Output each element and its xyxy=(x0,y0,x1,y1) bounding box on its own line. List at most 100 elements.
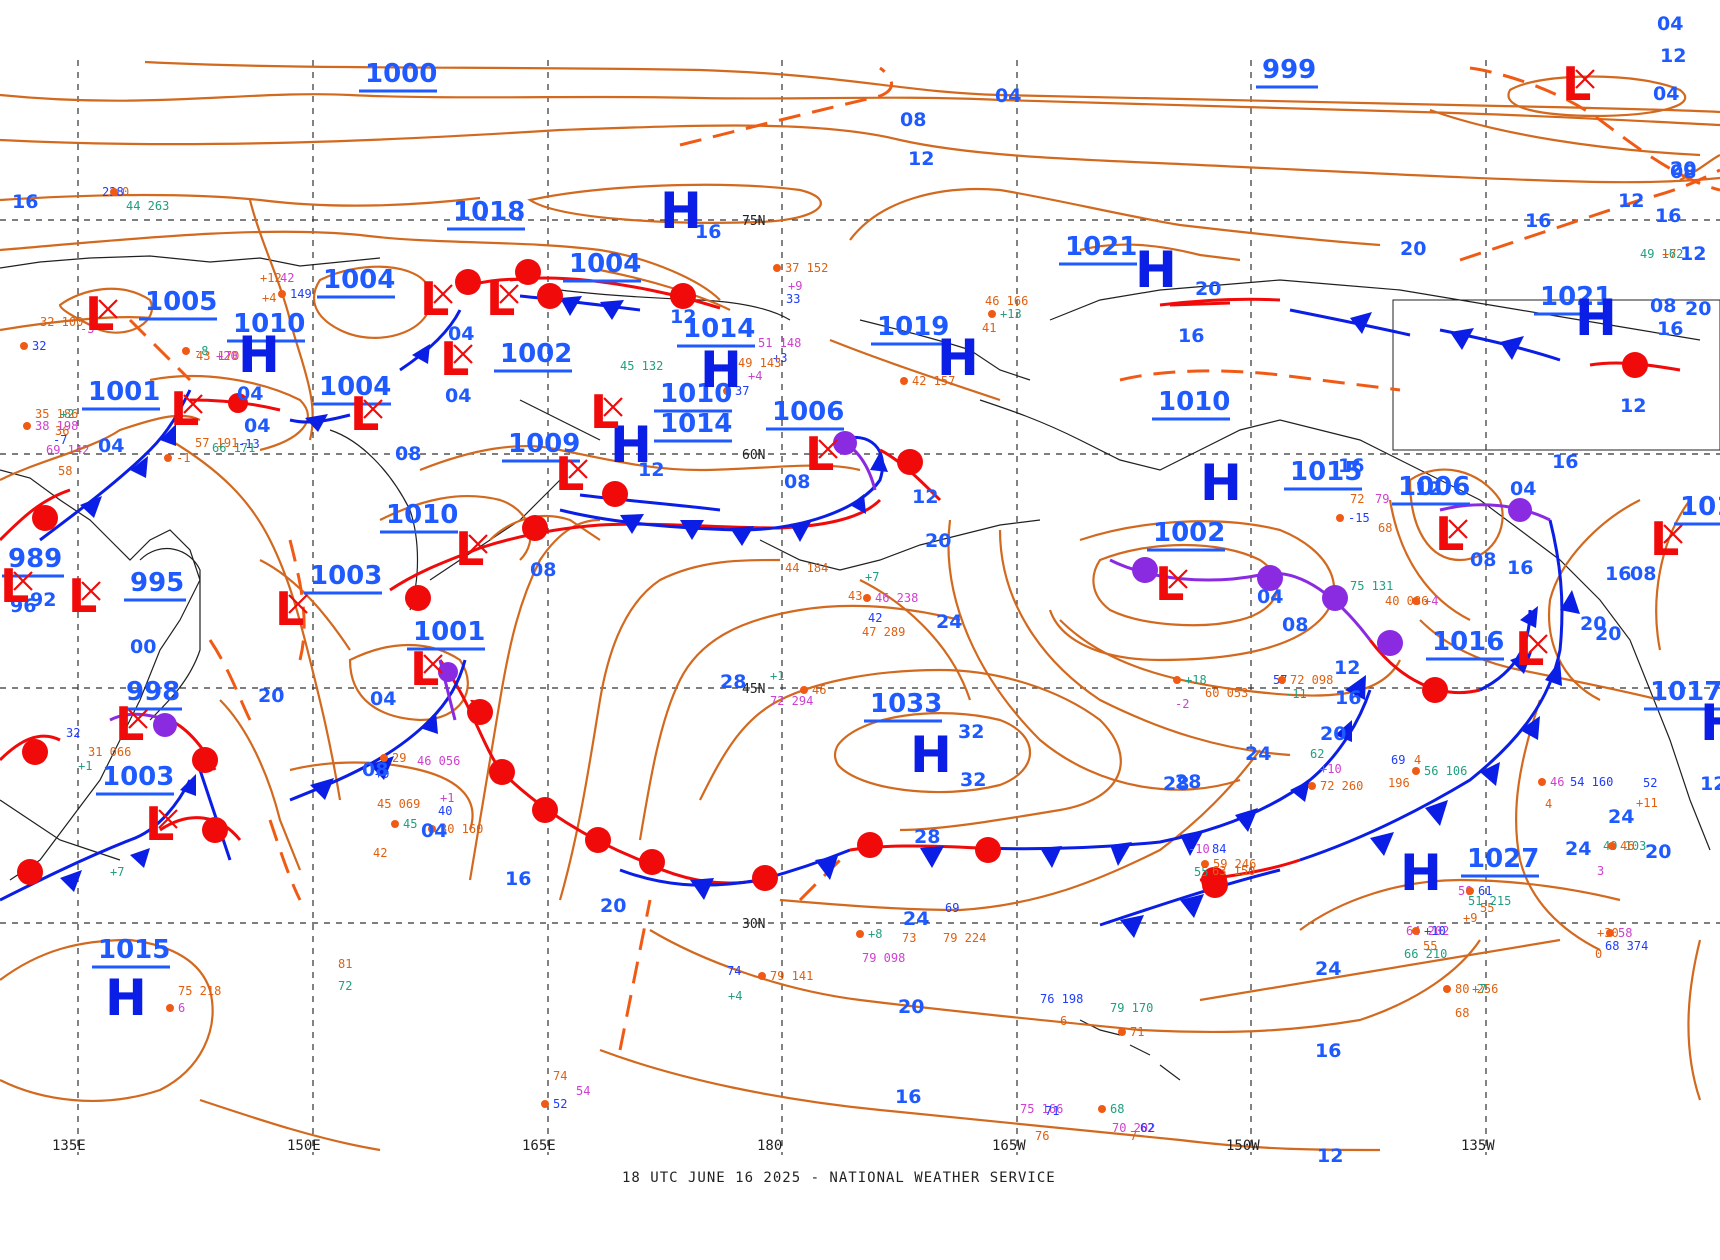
station-plot-value: 69 xyxy=(1391,753,1405,767)
station-plot-value: 79 xyxy=(1375,492,1389,506)
station-dot xyxy=(278,290,286,298)
high-pressure-symbol: H xyxy=(910,726,952,784)
pressure-label-c1015c: 101 xyxy=(1680,492,1720,522)
station-plot-value: 46 056 xyxy=(417,754,460,768)
isobar-value-i37: 16 xyxy=(505,868,531,890)
station-plot-value: 66 171 xyxy=(212,441,255,455)
isobar-value-i66: 04 xyxy=(370,688,396,710)
isobar-value-i69: 24 xyxy=(1565,838,1591,860)
isobar-value-i57: 04 xyxy=(1510,478,1536,500)
station-plot-value: 30 160 xyxy=(440,822,483,836)
station-plot-value: 47 289 xyxy=(862,625,905,639)
station-plot-value: +1 xyxy=(440,791,454,805)
station-dot xyxy=(1278,676,1286,684)
isobar-value-i61: 20 xyxy=(258,685,284,707)
station-plot-value: 46 166 xyxy=(985,294,1028,308)
station-plot-value: +9 xyxy=(375,767,389,781)
station-plot-value: 44 263 xyxy=(126,199,169,213)
pressure-label-c1003a: 1003 xyxy=(310,561,382,591)
lon-label-150w: 150W xyxy=(1226,1138,1260,1154)
low-center-x xyxy=(603,397,623,417)
isobar-value-i67: 08 xyxy=(362,759,388,781)
isobars xyxy=(0,60,1720,1152)
low-pressure-symbol: L xyxy=(275,582,304,636)
station-plot-value: 58 xyxy=(1618,926,1632,940)
low-center-x xyxy=(288,594,308,614)
pressure-label-c1014b: 1014 xyxy=(660,409,732,439)
isobar-value-i68: 04 xyxy=(421,820,447,842)
station-plot-value: -1 xyxy=(176,451,190,465)
pressure-label-c1021b: 1021 xyxy=(1540,282,1612,312)
station-plot-value: +7 xyxy=(865,570,879,584)
station-plot-value: 6 xyxy=(1060,1014,1067,1028)
isobar-value-i15: 04 xyxy=(237,383,263,405)
station-plot-value: +4 xyxy=(1424,594,1438,608)
station-dot xyxy=(20,342,28,350)
low-pressure-symbol: L xyxy=(555,447,584,501)
station-plot-value: 58 xyxy=(58,464,72,478)
station-plot-value: +2 xyxy=(60,407,74,421)
pressure-label-c1016: 1016 xyxy=(1432,627,1504,657)
station-plot-value: 74 xyxy=(553,1069,567,1083)
isobar-value-i35: 24 xyxy=(903,908,929,930)
isobar-value-i36: 20 xyxy=(600,895,626,917)
station-plot-value: 73 xyxy=(902,931,916,945)
station-plot-value: 38 198 xyxy=(35,419,78,433)
station-plot-value: +20 xyxy=(216,349,238,363)
pressure-label-c1004a: 1004 xyxy=(323,265,395,295)
isobar-value-i16: 04 xyxy=(244,415,270,437)
pressure-label-c1005: 1005 xyxy=(145,287,217,317)
station-plot-value: +11 xyxy=(1636,796,1658,810)
station-plot-value: 49 143 xyxy=(738,356,781,370)
station-plot-value: 79 170 xyxy=(1110,1001,1153,1015)
station-plot-value: 75 131 xyxy=(1350,579,1393,593)
lon-label-180: 180 xyxy=(757,1138,782,1154)
lon-label-150e: 150E xyxy=(287,1138,321,1154)
low-center-x xyxy=(468,534,488,554)
pressure-label-c1014a: 1014 xyxy=(683,314,755,344)
lon-label-165e: 165E xyxy=(522,1138,556,1154)
low-center-x xyxy=(81,581,101,601)
station-plot-value: 42 xyxy=(868,611,882,625)
pressure-label-c1006b: 1006 xyxy=(1398,472,1470,502)
station-plot-value: 68 374 xyxy=(1605,939,1648,953)
station-plot-value: 7 xyxy=(1130,1129,1137,1143)
station-plot-value: 72 098 xyxy=(1290,673,1333,687)
pressure-label-c1002b: 1002 xyxy=(1153,518,1225,548)
pressure-label-c998: 998 xyxy=(126,677,180,707)
pressure-label-c1006a: 1006 xyxy=(772,397,844,427)
isobar-value-i63: 00 xyxy=(130,636,156,658)
low-center-x xyxy=(818,439,838,459)
isobar-value-i52: 12 xyxy=(1660,45,1686,67)
station-plot-value: +18 xyxy=(1185,673,1207,687)
isobar-value-i41: 16 xyxy=(1335,687,1361,709)
isobar-value-i56: 12 xyxy=(1680,243,1706,265)
station-plot-value: 45 132 xyxy=(620,359,663,373)
station-plot-value: +7 xyxy=(1472,982,1486,996)
low-center-x xyxy=(363,399,383,419)
station-dot xyxy=(1443,985,1451,993)
isobar-value-i28: 20 xyxy=(925,530,951,552)
station-plot-value: 72 294 xyxy=(770,694,813,708)
station-plot-value: 6 xyxy=(178,1001,185,1015)
isobar-value-i60: 16 xyxy=(1657,318,1683,340)
station-plot-value: 51 215 xyxy=(1468,894,1511,908)
station-plot-value: 69 142 xyxy=(46,443,89,457)
lon-label-165w: 165W xyxy=(992,1138,1026,1154)
high-pressure-symbol: H xyxy=(610,416,652,474)
isobar-value-i59: 12 xyxy=(1700,773,1720,795)
lat-label-60n: 60N xyxy=(742,448,765,463)
pressure-label-c1033: 1033 xyxy=(870,689,942,719)
station-plot-value: +3 xyxy=(773,351,787,365)
isobar-value-i30: 28 xyxy=(720,671,746,693)
troughs xyxy=(128,66,1720,1051)
station-plot-value: 46 xyxy=(812,683,826,697)
pressure-label-c1000: 1000 xyxy=(365,59,437,89)
station-plot-value: 62 xyxy=(1140,1121,1154,1135)
station-dot xyxy=(1412,767,1420,775)
station-plot-value: +4 xyxy=(728,989,742,1003)
station-dot xyxy=(800,686,808,694)
isobar-value-i20: 08 xyxy=(784,471,810,493)
isobar-value-i13: 20 xyxy=(1685,298,1711,320)
